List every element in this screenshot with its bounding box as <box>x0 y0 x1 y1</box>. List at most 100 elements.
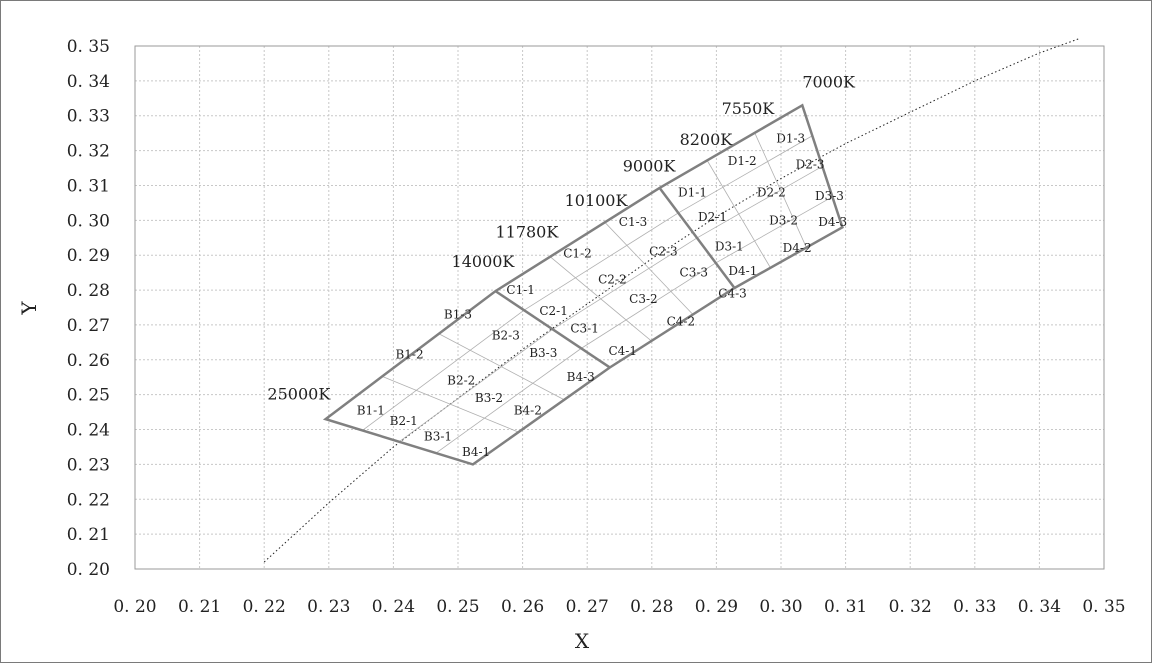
x-tick-label: 0. 35 <box>1082 597 1125 617</box>
x-tick-label: 0. 30 <box>759 597 802 617</box>
cct-label: 8200K <box>680 130 734 149</box>
bin-label: C1-1 <box>506 283 535 297</box>
x-tick-label: 0. 33 <box>953 597 996 617</box>
bin-label: D2-1 <box>698 210 727 224</box>
bin-label: B3-2 <box>475 391 503 405</box>
bin-label: D4-3 <box>818 215 847 229</box>
x-tick-label: 0. 25 <box>436 597 479 617</box>
y-tick-label: 0. 25 <box>67 386 110 406</box>
bin-row-line <box>715 196 833 264</box>
gridlines <box>134 45 1105 570</box>
y-tick-label: 0. 22 <box>67 490 110 510</box>
bin-column-line <box>604 222 694 315</box>
x-tick-label: 0. 24 <box>372 597 415 617</box>
bin-column-line <box>382 376 519 433</box>
bin-row-line <box>362 309 525 431</box>
tick-labels: 0. 200. 20 0. 21 0. 21 0. 22 0. 22 0. 23 0. 23… <box>67 37 1126 617</box>
bin-label: D1-3 <box>776 131 805 145</box>
bin-group-divider <box>658 187 736 289</box>
x-tick-label: 0. 22 <box>243 597 286 617</box>
x-tick-label: 0. 32 <box>889 597 932 617</box>
x-tick-label: 0. 21 <box>178 597 221 617</box>
bin-row-line <box>435 348 582 454</box>
x-tick-label: 0. 31 <box>824 597 867 617</box>
bin-label: C3-1 <box>570 321 599 335</box>
bin-group-divider <box>494 290 611 369</box>
y-tick-label: 0. 29 <box>67 246 110 266</box>
y-axis-title: Y <box>17 301 41 316</box>
y-tick-label: 0. 26 <box>67 351 110 371</box>
y-tick-label: 0. 35 <box>67 37 110 57</box>
y-tick-label: 0. 24 <box>67 421 110 441</box>
bin-label: C4-2 <box>667 314 696 328</box>
x-tick-label: 0. 23 <box>307 597 350 617</box>
bin-label: B3-3 <box>529 346 557 360</box>
bin-row-line <box>581 262 716 349</box>
x-tick-label: 0. 29 <box>695 597 738 617</box>
bin-label: C2-2 <box>598 273 627 287</box>
bin-region-outline <box>322 103 844 466</box>
bin-label: B1-1 <box>357 403 385 417</box>
bin-label: C3-3 <box>680 266 709 280</box>
cct-label: 14000K <box>452 252 516 271</box>
bin-row-line <box>398 328 553 443</box>
bin-label: C4-3 <box>718 287 747 301</box>
x-tick-label: 0. 26 <box>501 597 544 617</box>
bin-label: C3-2 <box>629 292 658 306</box>
bin-row-line <box>552 237 698 330</box>
bin-label: C2-1 <box>539 304 568 318</box>
bin-label: D2-2 <box>757 185 786 199</box>
y-tick-label: 0. 21 <box>67 525 110 545</box>
y-tick-label: 0. 33 <box>67 107 110 127</box>
bin-label: B4-2 <box>514 403 542 417</box>
bin-label: B1-2 <box>395 348 423 362</box>
cct-label: 7000K <box>802 73 856 92</box>
bin-label: B2-3 <box>492 328 520 342</box>
x-tick-label: 0. 27 <box>566 597 609 617</box>
cct-label: 11780K <box>495 223 559 242</box>
bin-label: B4-3 <box>567 370 595 384</box>
y-tick-label: 0. 28 <box>67 281 110 301</box>
cct-label: 10100K <box>565 191 629 210</box>
bin-label: D1-1 <box>678 185 707 199</box>
bin-labels: B1-1 B2-1 B3-1 B4-1 B1-2 B2-2B3-2 B4-2 B1-3 B2-3… <box>357 131 847 459</box>
bin-column-line <box>438 333 565 401</box>
bin-row-line <box>696 165 823 239</box>
bin-label: B2-1 <box>390 414 418 428</box>
bin-label: D1-2 <box>728 154 757 168</box>
y-tick-label: 0. 34 <box>67 72 110 92</box>
bin-column-line <box>706 160 771 268</box>
cct-label: 9000K <box>623 156 677 175</box>
y-tick-label: 0. 20 <box>67 560 110 580</box>
y-tick-label: 0. 31 <box>67 176 110 196</box>
x-axis-title: X <box>575 629 590 653</box>
bin-label: B2-2 <box>447 374 475 388</box>
bin-label: C1-3 <box>619 215 648 229</box>
x-tick-label: 0. 34 <box>1018 597 1061 617</box>
cct-label: 7550K <box>722 99 776 118</box>
bin-label: D4-1 <box>728 264 757 278</box>
bin-label: C2-3 <box>649 245 678 259</box>
bin-label: D4-2 <box>783 241 812 255</box>
bin-label: D3-1 <box>715 239 744 253</box>
bin-column-line <box>549 256 652 342</box>
y-tick-label: 0. 27 <box>67 316 110 336</box>
bin-label: B3-1 <box>424 430 452 444</box>
bin-label: D2-3 <box>796 158 825 172</box>
bin-label: B4-1 <box>462 445 490 459</box>
y-tick-label: 0. 23 <box>67 455 110 475</box>
x-tick-label: 0. 20 <box>113 597 156 617</box>
bin-row-line <box>523 212 679 311</box>
cct-label: 25000K <box>267 385 331 404</box>
bin-region <box>322 103 844 466</box>
y-tick-label: 0. 32 <box>67 142 110 162</box>
x-tick-label: 0. 28 <box>630 597 673 617</box>
plot-frame <box>134 45 1105 570</box>
bin-row-line <box>678 135 813 214</box>
bin-label: D3-3 <box>815 189 844 203</box>
bin-label: C4-1 <box>608 344 637 358</box>
